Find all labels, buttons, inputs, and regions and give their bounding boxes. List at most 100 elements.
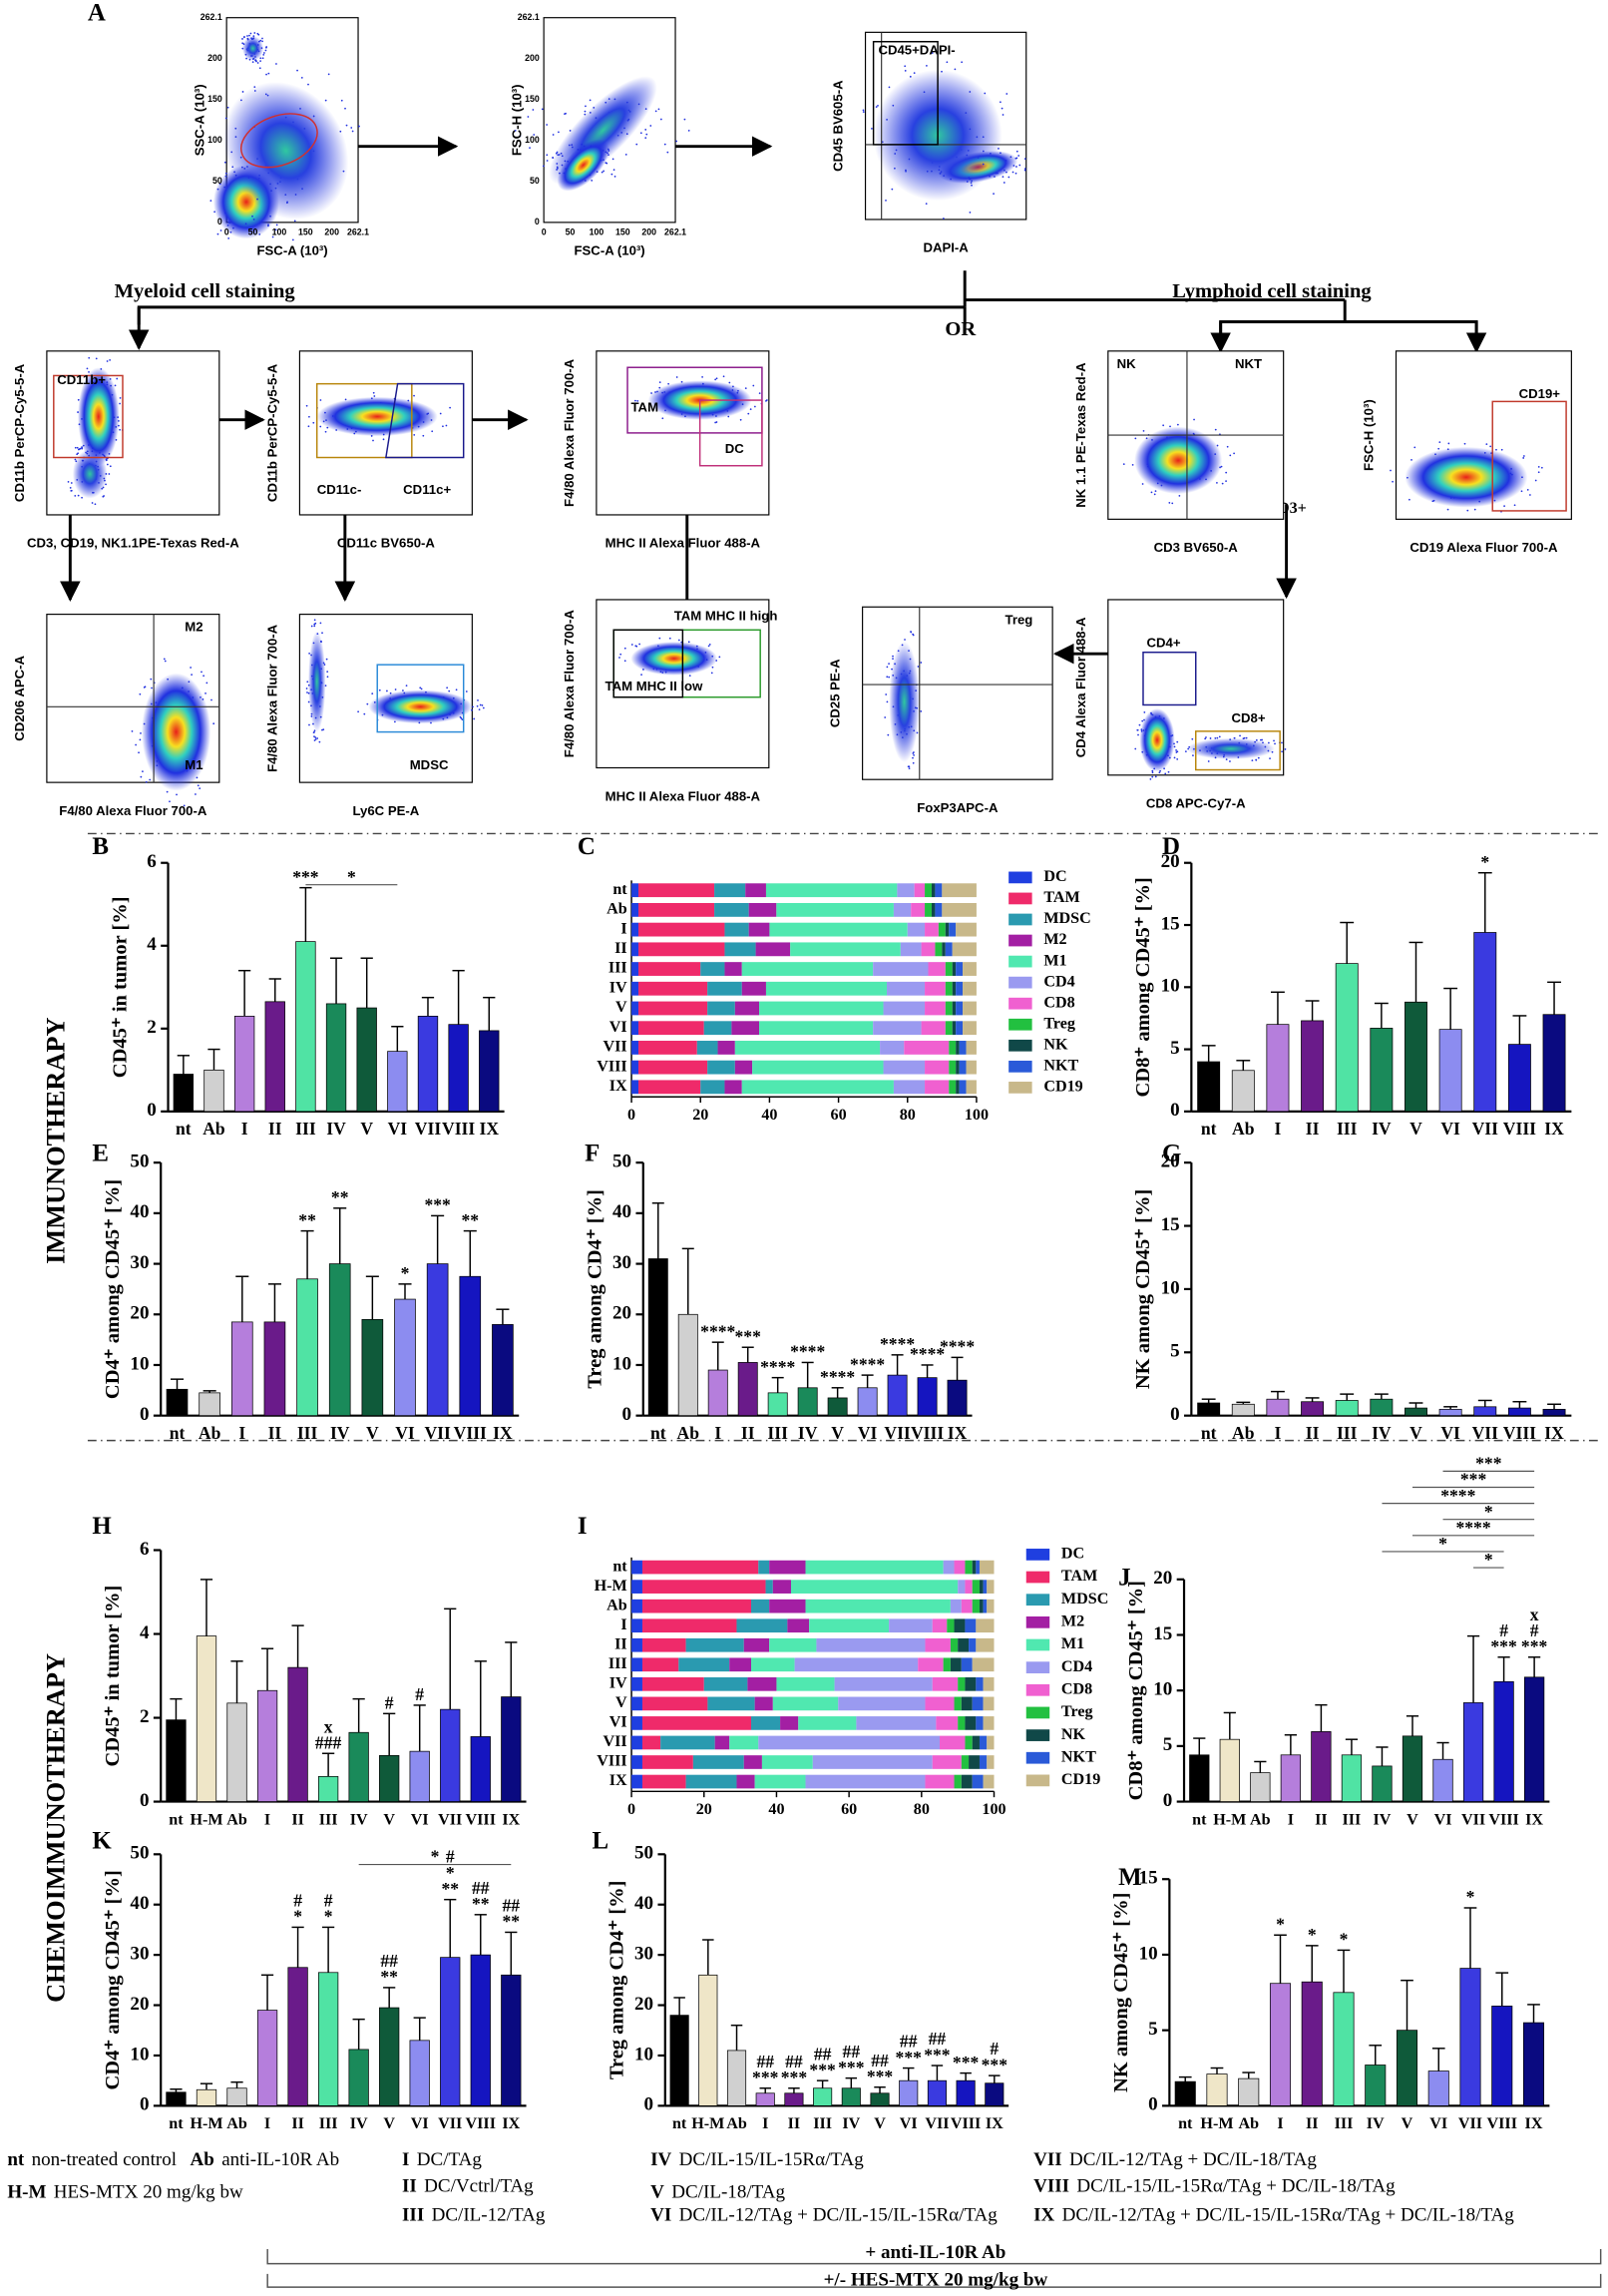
bar-segment [751,1716,781,1730]
x-tick-label: IX [1544,1119,1564,1139]
bar-segment [734,1041,881,1055]
legend-swatch [1008,934,1032,947]
y-tick-label: 0 [1170,1404,1180,1425]
bar-segment [925,1774,955,1789]
event-dot [913,753,915,756]
y-tick-label: H-M [595,1578,627,1595]
bar-segment [904,1041,950,1055]
event-dot [149,778,152,781]
bar-segment [631,981,638,996]
bar [256,2010,278,2106]
bar [917,1377,938,1417]
event-dot [445,424,448,427]
bar-segment [979,1599,984,1613]
bar-segment [637,1021,704,1036]
x-tick-label: VII [424,1423,451,1443]
event-dot [612,169,615,172]
bar-segment [987,1755,995,1769]
bar-segment [769,1560,806,1575]
y-tick-label: 0 [622,1404,632,1425]
bracket-label: *** [1475,1454,1502,1474]
x-tick-label: II [741,1423,755,1443]
bar-segment [952,1021,957,1036]
event-dot [319,622,322,625]
y-tick-label: 0 [1163,1790,1173,1811]
event-dot [473,717,476,720]
bar [166,1719,187,1802]
bar [1238,2077,1260,2106]
significance: *** [1490,1636,1517,1656]
bar-segment [754,1696,773,1711]
event-dot [888,676,891,679]
bar [230,1321,253,1417]
event-dot [88,356,91,359]
event-dot [954,68,957,71]
legend-swatch [1008,955,1032,968]
event-dot [344,107,346,110]
event-dot [1141,719,1144,722]
y-axis-label: CD25 PE-A [828,659,843,727]
y-tick-label: 40 [612,1201,631,1222]
event-dot [558,131,560,134]
bar [173,1074,195,1113]
event-dot [319,399,322,401]
event-dot [920,709,923,712]
event-dot [758,392,761,395]
event-dot [875,106,878,109]
event-dot [1015,166,1017,168]
legend-label: TAM [1061,1568,1097,1585]
bar-segment [729,1657,752,1672]
bar [1206,2073,1228,2106]
legend-swatch [1025,1751,1050,1764]
bar-segment [731,1021,760,1036]
gate-label: CD11b+ [57,372,106,387]
bar-segment [641,1774,686,1789]
gate-label: Treg [1005,613,1033,628]
x-tick-label: 200 [324,227,339,236]
y-axis-label: Treg among CD4⁺ [%] [606,1881,628,2080]
gate [385,382,465,459]
event-dot [710,672,713,675]
legend-swatch [1025,1729,1050,1741]
bar [440,1957,461,2106]
event-dot [108,473,111,475]
event-dot [1437,447,1440,450]
y-axis-label: FSC-H (10³) [1362,399,1377,471]
event-dot [555,152,558,155]
x-tick-label: VIII [1488,1811,1518,1828]
event-dot [1503,505,1505,507]
significance: * [324,1907,333,1927]
x-tick-label: 100 [272,227,287,236]
bar [1370,1028,1394,1113]
y-tick-label: VI [609,1714,627,1731]
bar-segment [714,902,749,917]
y-tick-label: 15 [1153,1623,1172,1644]
bar-segment [942,942,946,957]
bar-segment [631,1041,638,1055]
event-dot [589,99,592,102]
x-tick-label: 100 [590,227,604,236]
bar-segment [914,883,926,898]
x-tick-label: I [1277,2115,1283,2132]
event-dot [327,73,330,76]
flow-plot: CD45+DAPI- DAPI-A CD45 BV605-A [831,31,1027,255]
x-tick-label: Ab [1232,1423,1255,1443]
bar-segment [942,902,977,917]
bar [726,2050,747,2106]
event-dot [715,421,718,423]
legend-swatch [1008,997,1032,1010]
bar-segment [921,942,936,957]
event-dot [1495,448,1497,451]
bar-segment [983,1676,995,1691]
x-axis-label: CD8 APC-Cy7-A [1146,796,1246,811]
bottom-brackets [266,2248,1602,2288]
bar-segment [954,1774,962,1789]
event-dot [931,52,934,54]
x-tick-label: I [714,1423,721,1443]
x-axis-label: FoxP3APC-A [917,800,999,815]
legend-key: nt [7,2149,25,2170]
event-dot [1168,502,1171,504]
bar-segment [965,1580,973,1594]
event-dot [560,152,563,155]
